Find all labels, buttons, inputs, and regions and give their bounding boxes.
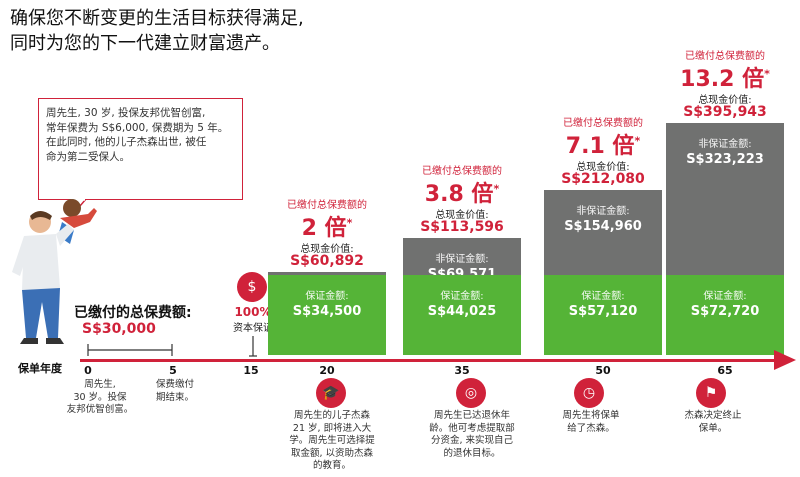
bar-year-50: 非保证金额: S$154,960 保证金额: S$57,120: [544, 190, 662, 355]
clock-icon: ◷: [574, 378, 604, 408]
event-year-5: 保费缴付 期结束。: [140, 379, 210, 404]
flag-icon: ⚑: [696, 378, 726, 408]
non-guaranteed-label: 非保证金额:: [576, 206, 630, 218]
guarantee-pct: 100%: [234, 305, 272, 319]
bar-segment-non-guaranteed: 非保证金额: S$323,223: [666, 123, 784, 275]
axis-tick-50: 50: [595, 364, 611, 377]
guaranteed-label: 保证金额:: [305, 290, 349, 302]
non-guaranteed-value: S$323,223: [686, 152, 764, 167]
event-0-line-3: 友邦优智创富。: [66, 404, 134, 415]
event-65-line-1: 杰森决定终止: [684, 410, 742, 421]
headline: 确保您不断变更的生活目标获得满足, 同时为您的下一代建立财富遗产。: [10, 6, 430, 56]
guarantee-label: 资本保证: [233, 323, 273, 334]
premium-multiple: 2 倍*: [301, 216, 353, 242]
bar-year-65: 非保证金额: S$323,223 保证金额: S$72,720: [666, 123, 784, 355]
non-guaranteed-label: 非保证金额:: [435, 254, 489, 266]
axis-tick-65: 65: [717, 364, 733, 377]
total-cash-value-caption: 总现金价值:: [698, 95, 752, 106]
event-5-line-2: 期结束。: [155, 391, 194, 403]
premium-multiple-caption: 已缴付总保费额的: [563, 118, 643, 130]
total-cash-value: S$212,080: [561, 171, 645, 188]
non-guaranteed-value: S$154,960: [564, 219, 642, 235]
bar-segment-guaranteed: 保证金额: S$34,500: [268, 274, 386, 355]
total-cash-value: S$113,596: [420, 219, 504, 236]
event-5-line-1: 保费缴付: [155, 379, 194, 390]
headline-line-2: 同时为您的下一代建立财富遗产。: [10, 33, 280, 54]
bar-year-20: 非保证金额:S$26,392保证金额:S$34,500: [268, 272, 386, 355]
event-year-0: 周先生, 30 岁。投保 友邦优智创富。: [60, 379, 140, 417]
guaranteed-label: 保证金额:: [703, 291, 747, 302]
scenario-callout: 周先生, 30 岁, 投保友邦优智创富, 常年保费为 S$6,000, 保费期为…: [38, 98, 243, 200]
premium-multiple-caption: 已缴付总保费额的: [422, 166, 502, 178]
axis-tick-15: 15: [243, 364, 259, 377]
callout-line-1: 周先生, 30 岁, 投保友邦优智创富,: [46, 107, 206, 119]
total-cash-value-caption: 总现金价值:: [576, 162, 630, 174]
event-35-line-1: 周先生已达退休年: [433, 410, 510, 421]
total-premium-label: 已缴付的总保费额:: [74, 305, 192, 321]
total-cash-value-caption: 总现金价值:: [300, 244, 354, 256]
event-year-20: 周先生的儿子杰森 21 岁, 即将进入大 学。周先生可选择提 取金额, 以资助杰…: [280, 410, 384, 473]
total-cash-value: S$60,892: [290, 253, 364, 270]
father-son-illustration: [12, 199, 97, 344]
total-cash-value: S$395,943: [683, 104, 767, 120]
event-year-50: 周先生将保单 给了杰森。: [546, 410, 636, 435]
total-premium-value: S$30,000: [82, 321, 156, 337]
event-20-line-4: 取金额, 以资助杰森: [290, 447, 374, 459]
axis-title: 保单年度: [18, 362, 62, 375]
coins-icon: ◎: [456, 378, 486, 408]
event-50-line-2: 给了杰森。: [567, 422, 615, 434]
graduation-cap-icon: 🎓: [316, 378, 346, 408]
event-35-line-3: 分资金, 来实现自己: [430, 435, 514, 446]
guaranteed-value: S$57,120: [568, 303, 638, 319]
bar-year-35: 非保证金额:S$69,571保证金额:S$44,025: [403, 238, 521, 355]
event-65-line-2: 保单。: [698, 422, 728, 434]
event-20-line-1: 周先生的儿子杰森: [293, 410, 370, 421]
event-20-line-5: 的教育。: [312, 460, 351, 471]
premium-period-bracket: [87, 344, 173, 356]
timeline-arrowhead: [774, 350, 796, 370]
event-35-line-4: 的退休目标。: [443, 447, 501, 459]
event-0-line-1: 周先生,: [84, 379, 116, 390]
axis-tick-5: 5: [169, 364, 177, 377]
premium-multiple: 3.8 倍*: [424, 182, 500, 208]
event-20-line-3: 学。周先生可选择提: [289, 435, 375, 446]
axis-tick-35: 35: [454, 364, 470, 377]
guaranteed-label: 保证金额:: [581, 290, 625, 302]
premium-multiple-caption: 已缴付总保费额的: [287, 200, 367, 212]
event-50-line-1: 周先生将保单: [562, 410, 620, 421]
guarantee-tick: [249, 336, 257, 357]
axis-tick-20: 20: [319, 364, 335, 377]
guaranteed-label: 保证金额:: [440, 290, 484, 302]
guaranteed-value: S$34,500: [292, 303, 362, 319]
premium-multiple: 7.1 倍*: [565, 134, 641, 160]
callout-line-4: 命为第二受保人。: [46, 150, 130, 163]
non-guaranteed-label: 非保证金额:: [698, 139, 752, 150]
bar-segment-non-guaranteed: 非保证金额:S$69,571: [403, 238, 521, 282]
bar-segment-guaranteed: 保证金额: S$44,025: [403, 274, 521, 355]
event-0-line-2: 30 岁。投保: [73, 391, 127, 403]
event-20-line-2: 21 岁, 即将进入大: [292, 422, 372, 434]
guaranteed-value: S$44,025: [427, 303, 497, 319]
premium-multiple: 13.2 倍*: [680, 67, 770, 92]
event-35-line-2: 龄。他可考虑提取部: [429, 422, 515, 434]
money-bag-icon: $: [237, 272, 267, 302]
total-cash-value-caption: 总现金价值:: [435, 210, 489, 222]
guaranteed-value: S$72,720: [690, 304, 760, 319]
event-year-35: 周先生已达退休年 龄。他可考虑提取部 分资金, 来实现自己 的退休目标。: [420, 410, 524, 460]
callout-line-2: 常年保费为 S$6,000, 保费期为 5 年。: [46, 121, 229, 134]
axis-tick-0: 0: [84, 364, 92, 377]
callout-line-3: 在此同时, 他的儿子杰森出世, 被任: [46, 136, 207, 148]
bar-segment-guaranteed: 保证金额: S$72,720: [666, 275, 784, 355]
bar-segment-guaranteed: 保证金额: S$57,120: [544, 274, 662, 355]
timeline-axis: [80, 359, 780, 362]
premium-multiple-caption: 已缴付总保费额的: [685, 51, 765, 62]
event-year-65: 杰森决定终止 保单。: [668, 410, 758, 435]
bar-segment-non-guaranteed: 非保证金额: S$154,960: [544, 190, 662, 275]
headline-line-1: 确保您不断变更的生活目标获得满足,: [10, 8, 304, 29]
